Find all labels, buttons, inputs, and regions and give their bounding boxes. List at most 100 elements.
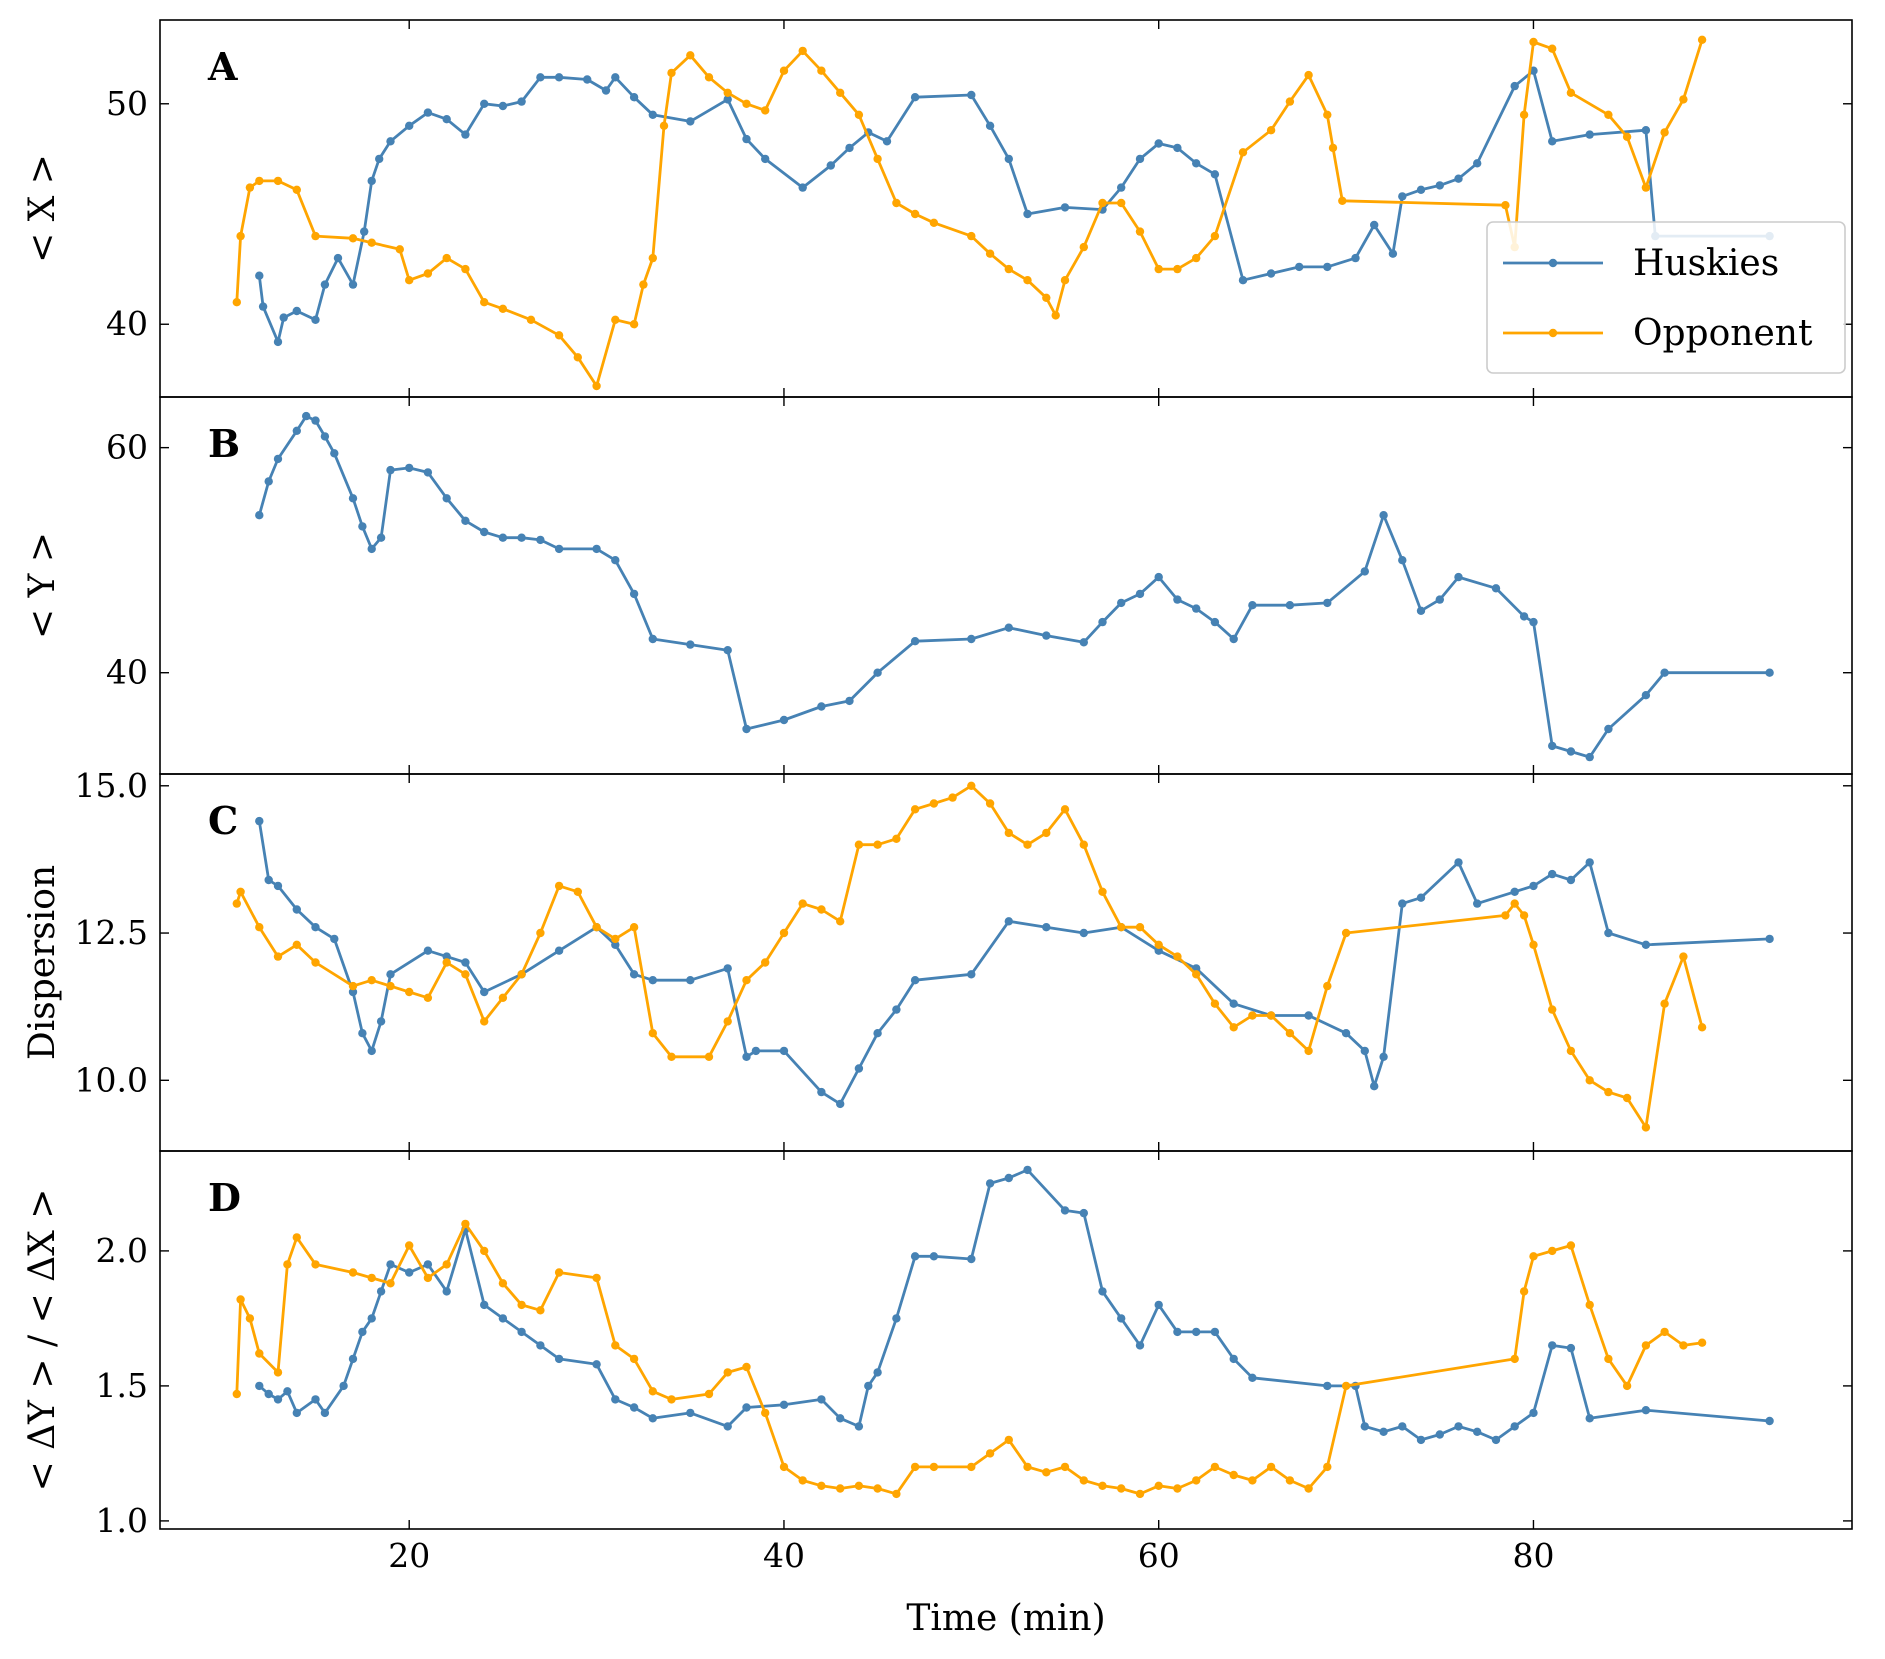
data-point-huskies bbox=[498, 101, 508, 111]
data-point-opponent bbox=[386, 1279, 395, 1288]
series-line-huskies bbox=[258, 1168, 1770, 1442]
data-point-huskies bbox=[405, 463, 414, 473]
data-point-huskies bbox=[1519, 612, 1529, 621]
data-point-huskies bbox=[554, 946, 564, 955]
data-point-opponent bbox=[1501, 911, 1510, 920]
data-point-huskies bbox=[292, 1408, 301, 1418]
data-point-opponent bbox=[1135, 923, 1145, 932]
data-point-huskies bbox=[817, 702, 826, 711]
y-tick-label: 2.0 bbox=[96, 1231, 148, 1270]
data-point-opponent bbox=[395, 245, 404, 254]
data-point-huskies bbox=[536, 1341, 545, 1350]
data-point-huskies bbox=[1135, 589, 1145, 599]
data-point-opponent bbox=[367, 976, 376, 985]
data-point-huskies bbox=[1173, 143, 1182, 153]
data-point-opponent bbox=[1510, 899, 1519, 908]
data-point-opponent bbox=[1519, 110, 1529, 120]
data-point-opponent bbox=[1548, 44, 1557, 53]
data-point-huskies bbox=[1323, 262, 1332, 272]
data-point-opponent bbox=[273, 176, 283, 186]
data-point-huskies bbox=[1210, 1327, 1220, 1337]
data-point-huskies bbox=[1079, 1208, 1089, 1218]
data-point-opponent bbox=[273, 1368, 283, 1377]
data-point-opponent bbox=[573, 887, 582, 896]
data-point-huskies bbox=[264, 1389, 273, 1399]
series-line-huskies bbox=[257, 414, 1770, 759]
data-point-huskies bbox=[480, 987, 489, 997]
data-point-huskies bbox=[480, 527, 489, 537]
data-point-opponent bbox=[611, 1341, 620, 1350]
data-point-huskies bbox=[1548, 1341, 1557, 1350]
data-point-opponent bbox=[1060, 1462, 1070, 1472]
data-point-huskies bbox=[423, 108, 433, 117]
data-point-opponent bbox=[232, 298, 241, 307]
data-point-opponent bbox=[761, 106, 770, 115]
data-point-huskies bbox=[1210, 617, 1220, 627]
data-point-huskies bbox=[386, 465, 395, 475]
data-point-opponent bbox=[629, 320, 639, 329]
data-point-opponent bbox=[686, 51, 695, 60]
data-point-opponent bbox=[592, 1273, 601, 1283]
data-point-huskies bbox=[1360, 1422, 1370, 1431]
data-point-huskies bbox=[367, 176, 376, 186]
data-point-huskies bbox=[442, 494, 451, 503]
data-point-opponent bbox=[910, 805, 920, 814]
data-point-huskies bbox=[1360, 567, 1370, 576]
data-point-opponent bbox=[1338, 196, 1347, 205]
panel-letter: B bbox=[208, 421, 240, 466]
data-point-opponent bbox=[480, 1246, 489, 1256]
data-point-opponent bbox=[255, 923, 264, 932]
data-point-huskies bbox=[629, 970, 639, 979]
data-point-opponent bbox=[1004, 264, 1013, 274]
y-tick-label: 60 bbox=[106, 428, 148, 467]
data-point-huskies bbox=[1491, 1435, 1501, 1445]
data-point-huskies bbox=[723, 95, 732, 104]
data-point-opponent bbox=[1229, 1470, 1238, 1480]
data-point-huskies bbox=[629, 1403, 639, 1412]
data-point-huskies bbox=[517, 97, 526, 106]
data-point-opponent bbox=[1154, 264, 1163, 274]
data-point-huskies bbox=[854, 1422, 864, 1431]
data-point-huskies bbox=[1566, 875, 1576, 885]
data-point-opponent bbox=[1622, 132, 1632, 141]
data-point-opponent bbox=[554, 881, 564, 891]
data-point-huskies bbox=[798, 183, 807, 192]
data-point-huskies bbox=[255, 271, 264, 280]
data-point-opponent bbox=[461, 1219, 470, 1229]
data-point-huskies bbox=[1154, 139, 1163, 148]
data-point-huskies bbox=[779, 1400, 789, 1410]
data-point-huskies bbox=[1135, 1341, 1145, 1350]
data-point-huskies bbox=[1566, 747, 1576, 756]
data-point-huskies bbox=[1604, 928, 1613, 938]
panel-letter: A bbox=[207, 44, 238, 89]
data-point-huskies bbox=[255, 511, 264, 520]
data-point-opponent bbox=[1042, 828, 1051, 838]
data-point-opponent bbox=[1117, 198, 1126, 208]
data-point-huskies bbox=[817, 1395, 826, 1404]
data-point-huskies bbox=[1473, 1427, 1482, 1437]
data-point-huskies bbox=[358, 1327, 367, 1337]
data-point-huskies bbox=[1285, 601, 1295, 610]
data-point-huskies bbox=[892, 1314, 901, 1323]
data-point-huskies bbox=[779, 1046, 789, 1056]
legend-label: Huskies bbox=[1633, 243, 1779, 284]
data-point-opponent bbox=[1051, 311, 1060, 320]
data-point-huskies bbox=[273, 881, 283, 891]
data-point-huskies bbox=[320, 432, 330, 441]
data-point-opponent bbox=[236, 1295, 245, 1304]
data-point-huskies bbox=[1154, 572, 1163, 582]
data-point-huskies bbox=[1765, 934, 1774, 944]
data-point-huskies bbox=[1023, 1165, 1032, 1175]
data-point-huskies bbox=[1585, 752, 1594, 762]
data-point-opponent bbox=[1079, 242, 1089, 252]
data-point-huskies bbox=[273, 337, 283, 347]
data-point-huskies bbox=[386, 970, 395, 979]
data-point-huskies bbox=[461, 516, 470, 525]
data-point-huskies bbox=[367, 1314, 376, 1323]
y-tick-label: 50 bbox=[106, 84, 148, 123]
data-point-huskies bbox=[742, 134, 751, 144]
data-point-opponent bbox=[1510, 1354, 1519, 1364]
data-point-huskies bbox=[779, 715, 789, 725]
data-point-huskies bbox=[1660, 668, 1669, 677]
data-point-huskies bbox=[375, 154, 384, 164]
